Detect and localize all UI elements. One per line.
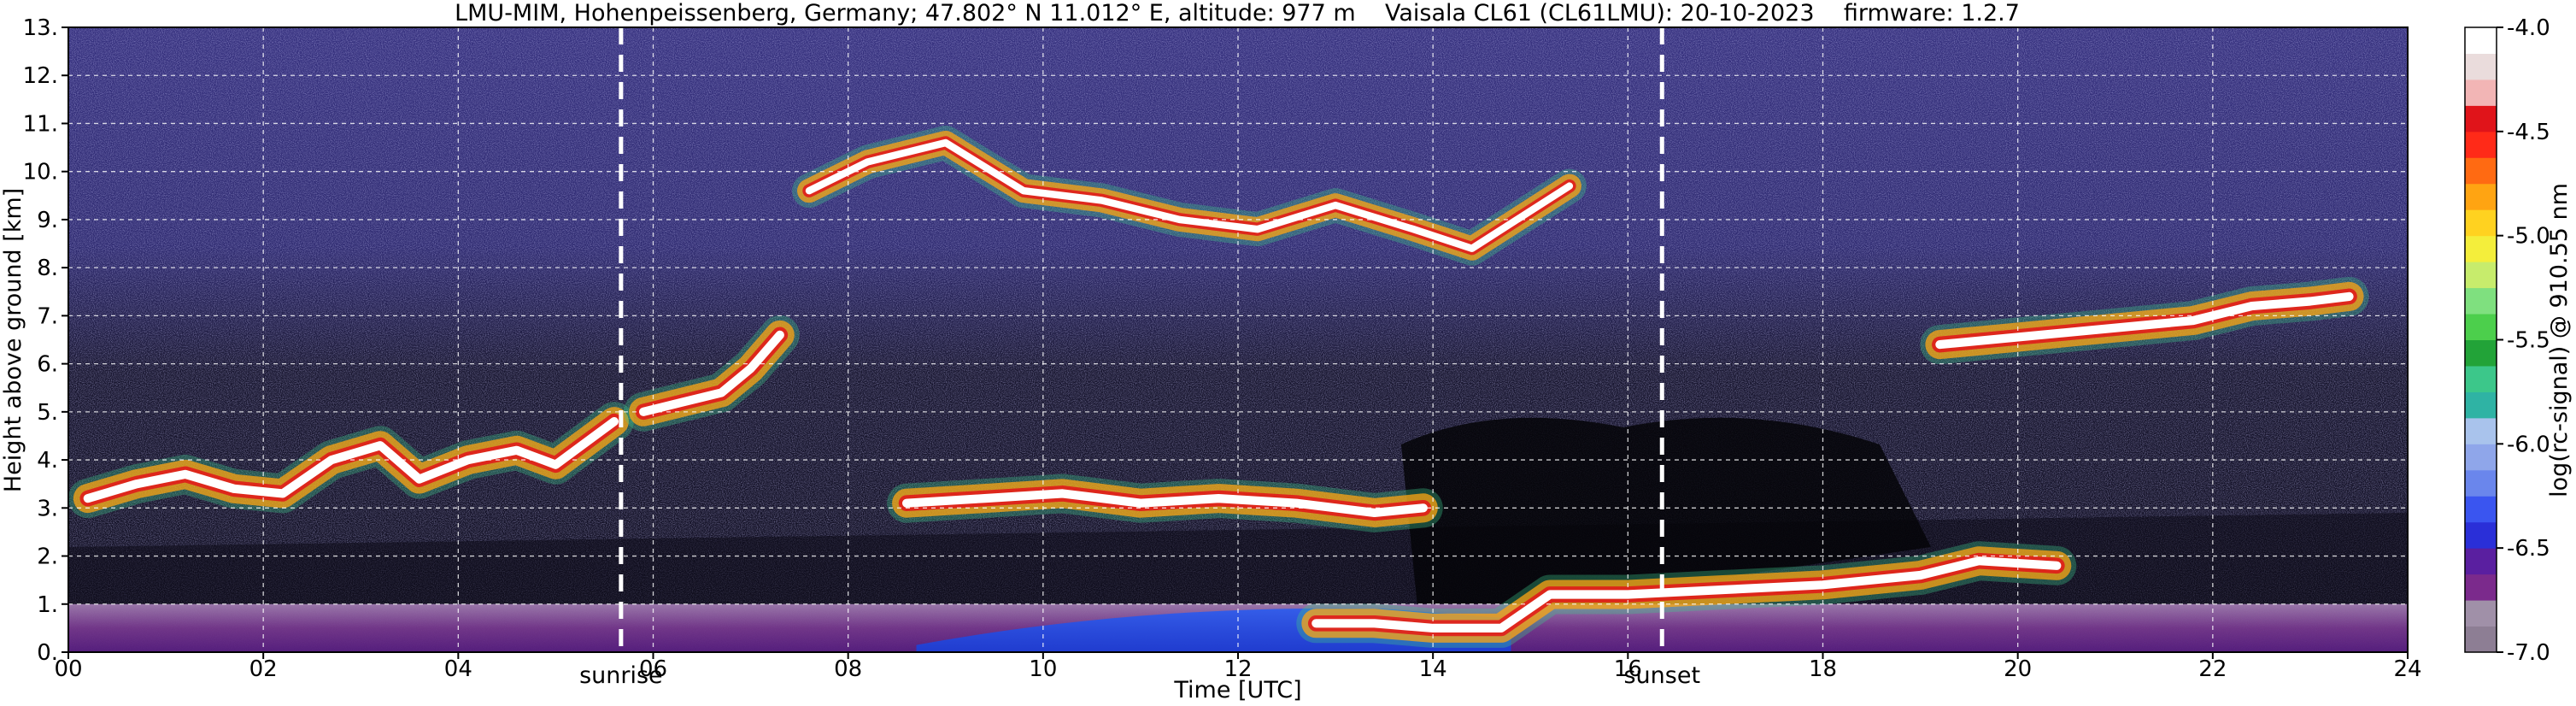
y-tick-label: 12. <box>23 63 58 89</box>
colorbar: -4.0 -4.5 -5.0 -5.5 -6.0 -6.5 -7.0 <box>2464 15 2550 666</box>
y-tick-label: 10. <box>23 160 58 185</box>
structure-peak <box>1935 291 2354 350</box>
colorbar-segment <box>2465 548 2497 575</box>
x-tick-label: 22 <box>2198 656 2227 682</box>
y-tick-label: 5. <box>37 400 58 426</box>
y-tick-label: 3. <box>37 496 58 521</box>
colorbar-segment <box>2465 27 2497 54</box>
y-tick-label: 4. <box>37 448 58 474</box>
colorbar-tick-label: -5.0 <box>2507 224 2550 250</box>
x-tick-label: 12 <box>1223 656 1252 682</box>
colorbar-segment <box>2465 600 2497 627</box>
x-tick-label: 20 <box>2004 656 2032 682</box>
y-axis-label: Height above ground [km] <box>0 188 26 492</box>
colorbar-segment <box>2465 209 2497 237</box>
colorbar-segment <box>2465 391 2497 419</box>
event-label-sunrise: sunrise <box>579 662 663 689</box>
x-axis-label: Time [UTC] <box>1173 677 1301 703</box>
y-tick-label: 2. <box>37 544 58 570</box>
colorbar-segment <box>2465 626 2497 653</box>
x-axis: 00 02 04 06 08 10 12 14 16 18 20 22 24 <box>54 652 2422 682</box>
colorbar-segment <box>2465 105 2497 132</box>
colorbar-segment <box>2465 574 2497 601</box>
y-tick-label: 0. <box>37 640 58 666</box>
y-tick-label: 8. <box>37 256 58 281</box>
colorbar-label: log(rc-signal) @ 910.55 nm <box>2546 183 2573 497</box>
event-lines: sunrise sunset <box>579 27 1700 689</box>
colorbar-segment <box>2465 469 2497 497</box>
colorbar-tick-label: -4.5 <box>2507 120 2550 145</box>
x-tick-label: 08 <box>834 656 862 682</box>
colorbar-segment <box>2465 287 2497 315</box>
colorbar-segment <box>2465 262 2497 289</box>
y-tick-label: 7. <box>37 303 58 329</box>
colorbar-segment <box>2465 53 2497 80</box>
colorbar-segment <box>2465 444 2497 471</box>
y-axis: 0. 1. 2. 3. 4. 5. 6. 7. 8. 9. 10. 11. 12. 13. <box>23 15 68 666</box>
colorbar-tick-label: -6.5 <box>2507 536 2550 562</box>
colorbar-tick-label: -5.5 <box>2507 328 2550 354</box>
colorbar-tick-label: -4.0 <box>2507 15 2550 41</box>
y-tick-label: 9. <box>37 208 58 233</box>
colorbar-segment <box>2465 183 2497 210</box>
y-tick-label: 13. <box>23 15 58 41</box>
x-tick-label: 14 <box>1419 656 1447 682</box>
y-tick-label: 1. <box>37 592 58 618</box>
x-tick-label: 10 <box>1029 656 1057 682</box>
chart-title: LMU-MIM, Hohenpeissenberg, Germany; 47.8… <box>455 0 2020 26</box>
y-tick-label: 6. <box>37 352 58 378</box>
x-tick-label: 18 <box>1809 656 1837 682</box>
x-tick-label: 04 <box>444 656 472 682</box>
colorbar-segment <box>2465 235 2497 262</box>
colorbar-segment <box>2465 79 2497 106</box>
colorbar-segment <box>2465 365 2497 392</box>
structure-peak <box>902 489 1428 517</box>
colorbar-segment <box>2465 339 2497 367</box>
y-tick-label: 11. <box>23 111 58 137</box>
colorbar-segment <box>2465 157 2497 185</box>
x-tick-label: 16 <box>1614 656 1642 682</box>
x-tick-label: 00 <box>54 656 82 682</box>
colorbar-segment <box>2465 314 2497 340</box>
colorbar-segment <box>2465 521 2497 549</box>
x-tick-label: 24 <box>2393 656 2421 682</box>
structure-peak <box>639 330 784 416</box>
structure-peak <box>83 417 619 503</box>
x-tick-label: 06 <box>639 656 667 682</box>
colorbar-segment <box>2465 496 2497 523</box>
colorbar-tick-label: -7.0 <box>2507 640 2550 666</box>
event-label-sunset: sunset <box>1623 662 1700 689</box>
colorbar-tick-label: -6.0 <box>2507 432 2550 457</box>
x-tick-label: 02 <box>249 656 278 682</box>
colorbar-segment <box>2465 131 2497 158</box>
colorbar-segment <box>2465 417 2497 444</box>
